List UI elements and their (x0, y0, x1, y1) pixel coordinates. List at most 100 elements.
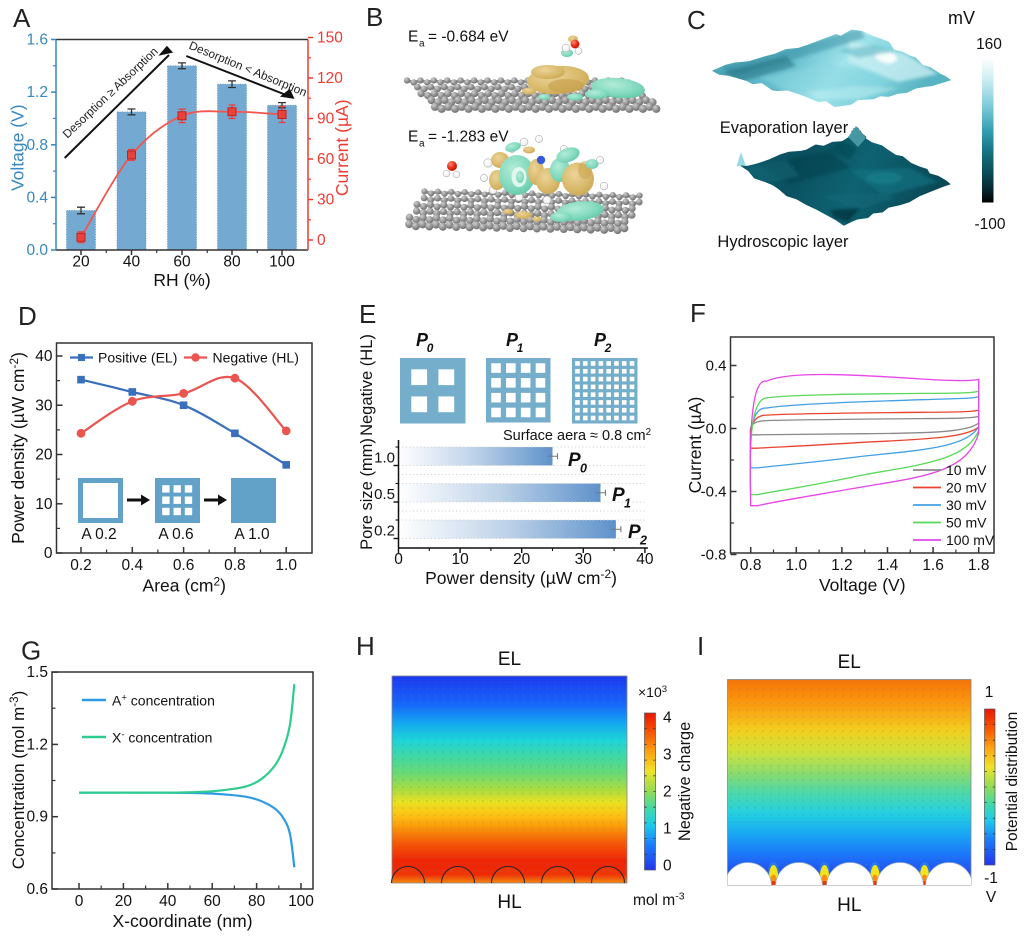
svg-text:100 mV: 100 mV (946, 532, 995, 548)
svg-text:F: F (690, 298, 706, 328)
svg-text:EL: EL (838, 652, 861, 673)
svg-text:0.8: 0.8 (740, 557, 762, 574)
svg-text:10: 10 (451, 551, 469, 568)
svg-text:E: E (408, 29, 418, 46)
svg-text:40: 40 (636, 551, 654, 568)
svg-text:0: 0 (317, 232, 326, 249)
svg-text:×103​: ×103​ (638, 684, 667, 700)
svg-text:V: V (986, 889, 997, 906)
svg-text:0.0: 0.0 (26, 242, 48, 259)
svg-text:Hydroscopic layer: Hydroscopic layer (717, 233, 849, 251)
svg-text:Area (cm2​): Area (cm2​) (143, 574, 226, 595)
svg-text:A 0.6: A 0.6 (158, 526, 193, 543)
svg-text:1: 1 (663, 821, 672, 838)
svg-text:0.5: 0.5 (374, 486, 395, 503)
svg-text:X-coordinate (nm): X-coordinate (nm) (112, 911, 252, 931)
svg-text:0.2: 0.2 (70, 557, 92, 574)
svg-text:D: D (18, 301, 37, 331)
svg-text:2: 2 (639, 534, 647, 548)
svg-text:mV: mV (948, 8, 975, 28)
svg-text:P: P (612, 485, 625, 506)
svg-text:1.8: 1.8 (968, 557, 990, 574)
svg-text:100: 100 (269, 254, 295, 271)
svg-text:Negative (HL): Negative (HL) (358, 334, 376, 436)
svg-text:= -0.684 eV: = -0.684 eV (428, 29, 509, 46)
svg-text:HL: HL (497, 892, 521, 913)
svg-text:C: C (687, 5, 706, 35)
svg-text:G: G (21, 636, 41, 666)
svg-text:Power density (µW cm-2​): Power density (µW cm-2​) (425, 567, 617, 588)
svg-text:40: 40 (123, 254, 141, 271)
svg-text:20: 20 (513, 551, 531, 568)
svg-text:90: 90 (317, 111, 335, 128)
svg-text:50 mV: 50 mV (946, 515, 987, 531)
svg-text:1.2: 1.2 (26, 84, 48, 101)
svg-text:A: A (13, 3, 31, 33)
svg-text:P: P (594, 330, 607, 350)
svg-text:Positive (EL): Positive (EL) (98, 350, 177, 366)
svg-text:mol m-3​: mol m-3​ (633, 891, 685, 909)
svg-text:1: 1 (624, 497, 631, 511)
svg-text:1.6: 1.6 (26, 32, 48, 49)
svg-text:0.4: 0.4 (706, 358, 727, 375)
svg-text:0: 0 (580, 462, 587, 476)
svg-text:Current (µA): Current (µA) (332, 99, 352, 196)
svg-text:0.8: 0.8 (224, 557, 246, 574)
svg-text:100: 100 (288, 893, 314, 910)
svg-text:-0.8: -0.8 (701, 547, 727, 564)
svg-text:0.4: 0.4 (26, 189, 48, 206)
svg-text:E: E (408, 129, 418, 146)
svg-text:1.5: 1.5 (26, 664, 48, 681)
svg-text:40: 40 (159, 893, 177, 910)
svg-text:120: 120 (317, 70, 343, 87)
svg-text:Evaporation layer: Evaporation layer (720, 119, 849, 137)
svg-text:EL: EL (498, 649, 521, 670)
svg-text:Concentration (mol m-3​): Concentration (mol m-3​) (8, 691, 28, 870)
svg-text:1.2: 1.2 (831, 557, 853, 574)
svg-text:0: 0 (75, 893, 84, 910)
svg-text:= -1.283 eV: = -1.283 eV (428, 129, 509, 146)
svg-text:0.4: 0.4 (122, 557, 144, 574)
svg-text:Negative (HL): Negative (HL) (213, 350, 299, 366)
svg-text:60: 60 (317, 151, 335, 168)
svg-text:0: 0 (427, 341, 434, 355)
svg-text:H: H (356, 631, 375, 661)
svg-text:B: B (366, 2, 383, 32)
svg-text:0.9: 0.9 (26, 809, 48, 826)
svg-text:1: 1 (517, 341, 524, 355)
svg-text:2: 2 (604, 341, 612, 355)
svg-text:a: a (419, 39, 425, 50)
svg-text:0.2: 0.2 (374, 523, 395, 540)
svg-text:E: E (359, 299, 376, 329)
svg-text:Surface aera ≈ 0.8 cm2​: Surface aera ≈ 0.8 cm2​ (503, 427, 651, 444)
svg-text:I: I (697, 631, 704, 661)
svg-text:-0.4: -0.4 (701, 484, 727, 501)
svg-text:P: P (628, 522, 641, 543)
svg-text:20: 20 (115, 893, 133, 910)
svg-text:20: 20 (72, 254, 90, 271)
svg-text:0.0: 0.0 (706, 421, 727, 438)
svg-text:20 mV: 20 mV (946, 480, 987, 496)
svg-text:80: 80 (248, 893, 266, 910)
svg-text:1.0: 1.0 (786, 557, 808, 574)
svg-text:40: 40 (35, 348, 53, 365)
svg-text:30: 30 (575, 551, 593, 568)
svg-text:X-​ concentration: X-​ concentration (112, 730, 212, 746)
svg-text:Negative charge: Negative charge (676, 722, 694, 841)
svg-text:0: 0 (44, 545, 53, 562)
svg-text:30: 30 (317, 192, 335, 209)
svg-text:0.6: 0.6 (173, 557, 195, 574)
svg-text:60: 60 (173, 254, 191, 271)
svg-text:-1: -1 (984, 870, 998, 887)
svg-text:10: 10 (35, 496, 53, 513)
svg-text:30 mV: 30 mV (946, 497, 987, 513)
svg-text:2: 2 (663, 784, 672, 801)
svg-text:150: 150 (317, 30, 343, 47)
svg-text:1.0: 1.0 (275, 557, 297, 574)
svg-text:1.4: 1.4 (877, 557, 899, 574)
svg-text:a: a (419, 139, 425, 150)
svg-text:10 mV: 10 mV (946, 462, 987, 478)
svg-text:Power density (µW cm-2​): Power density (µW cm-2​) (7, 352, 28, 544)
svg-text:Pore size (mm): Pore size (mm) (358, 438, 376, 550)
svg-text:0.8: 0.8 (26, 137, 48, 154)
